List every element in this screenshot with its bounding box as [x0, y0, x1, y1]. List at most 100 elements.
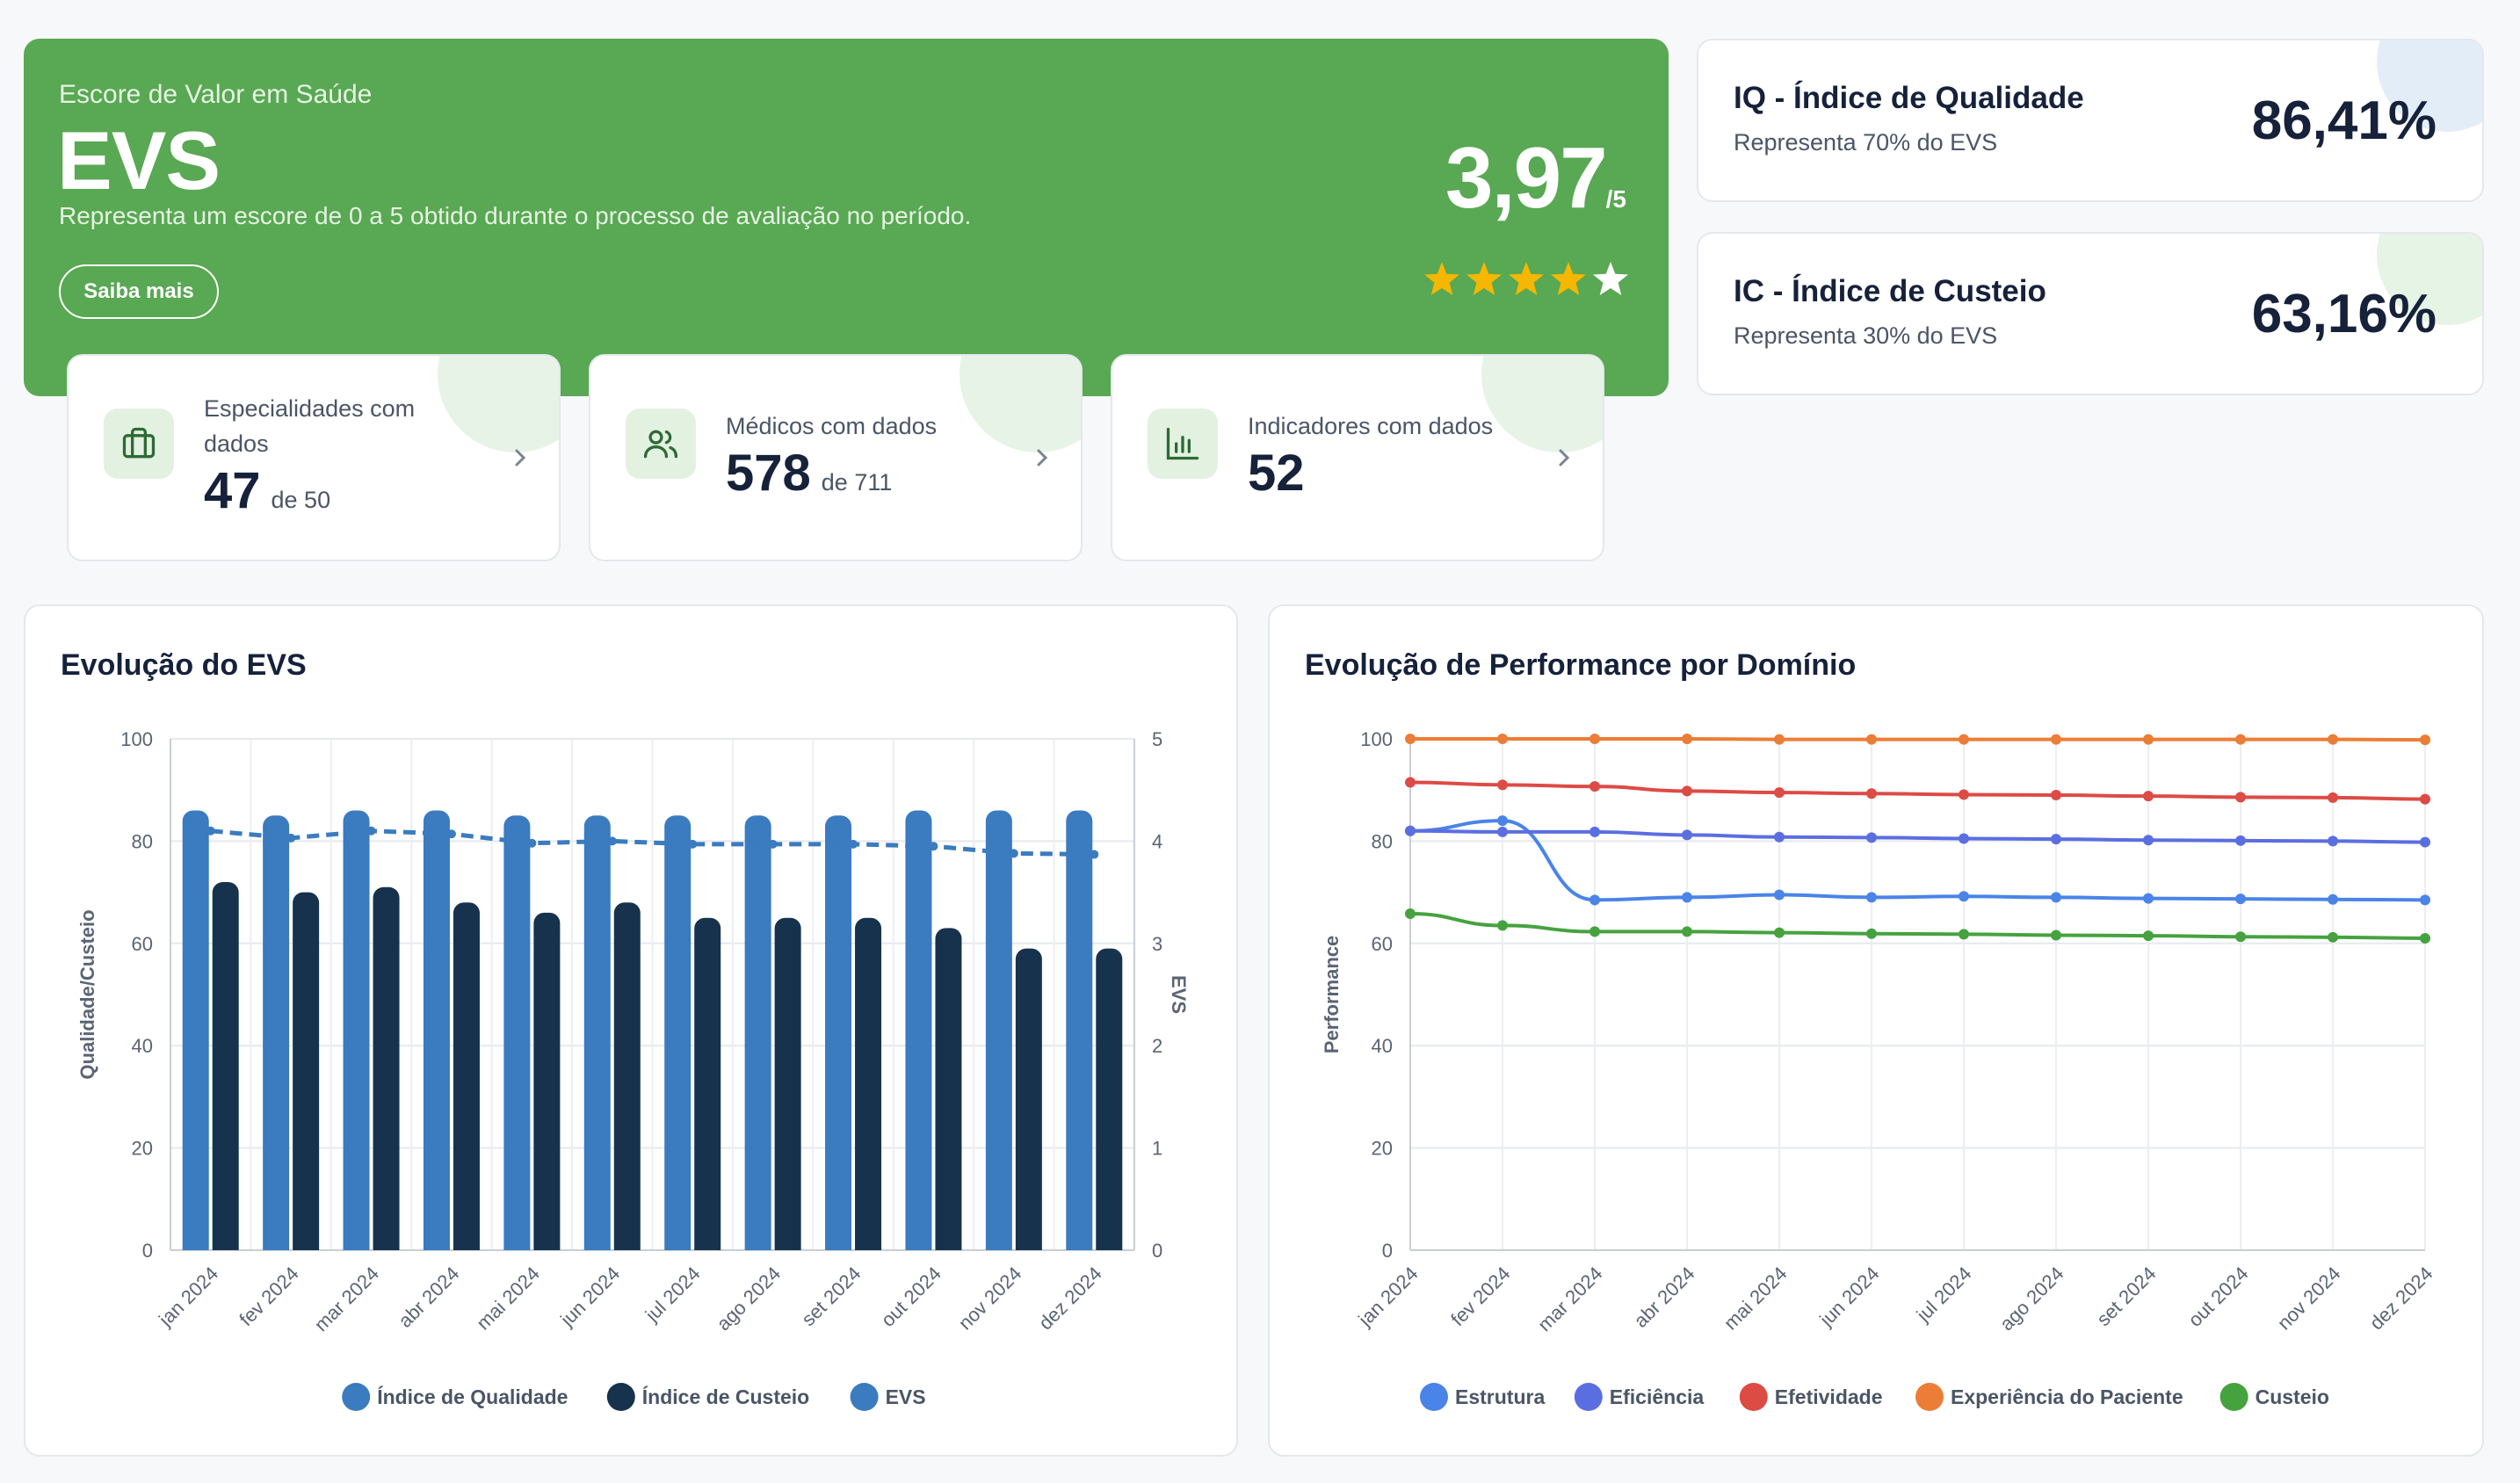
star-icon	[1424, 262, 1459, 295]
series-point	[1959, 734, 1969, 745]
series-point	[2328, 893, 2338, 905]
bar	[212, 881, 239, 1250]
series-point	[1866, 892, 1877, 903]
x-tick-label: jan 2024	[1353, 1262, 1422, 1331]
legend-swatch	[1739, 1383, 1768, 1411]
evs-chart-card: Evolução do EVS 0 20 40 60 80 100 0 1 2 3 4 5 Qualid…	[24, 604, 1238, 1457]
series-line	[1410, 737, 2426, 742]
x-tick-label: jun 2024	[1814, 1262, 1883, 1331]
series-point	[2420, 932, 2430, 944]
series-point	[1497, 734, 1508, 744]
x-tick-label: dez 2024	[2365, 1262, 2437, 1335]
legend: Índice de Qualidade Índice de Custeio EVS	[342, 1383, 926, 1411]
index-value: 63,16%	[2251, 284, 2437, 344]
x-tick-label: abr 2024	[1629, 1262, 1698, 1332]
legend-label: Eficiência	[1610, 1385, 1705, 1408]
index-value: 86,41%	[2251, 90, 2437, 151]
index-subtitle: Representa 30% do EVS	[1734, 322, 1998, 349]
legend-swatch	[1915, 1383, 1944, 1411]
hero-eyebrow: Escore de Valor em Saúde	[59, 80, 373, 109]
series-point	[2328, 792, 2338, 803]
decorative-circle	[959, 356, 1081, 452]
y2-tick-label: 2	[1152, 1035, 1162, 1057]
series-line	[1409, 819, 2426, 902]
series-point	[1589, 734, 1600, 744]
x-tick-label: out 2024	[2183, 1262, 2252, 1331]
bar	[1015, 948, 1042, 1250]
series-point	[2051, 930, 2061, 941]
series-point	[1497, 920, 1508, 931]
series-point	[2235, 931, 2246, 943]
bar	[533, 912, 561, 1250]
evs-point	[527, 838, 537, 848]
series-point	[2328, 734, 2338, 745]
star-rating	[1423, 260, 1630, 299]
bar	[825, 815, 852, 1250]
y2-tick-label: 4	[1152, 830, 1162, 852]
series-point	[2051, 790, 2061, 801]
legend-label: Índice de Custeio	[642, 1385, 809, 1408]
evs-hero-card: Escore de Valor em Saúde EVS Representa …	[24, 39, 1669, 396]
legend-label: Efetividade	[1775, 1385, 1883, 1408]
x-tick-label: set 2024	[2092, 1262, 2160, 1330]
series-point	[1497, 779, 1508, 791]
bar	[985, 810, 1012, 1250]
y-tick-label: 0	[142, 1240, 153, 1262]
y2-tick-label: 3	[1152, 933, 1162, 955]
performance-chart: 0 20 40 60 80 100 Performance jan 2024 fev 2024 m…	[1321, 728, 2437, 1411]
index-card-custeio: IC - Índice de Custeio Representa 30% do…	[1697, 232, 2484, 395]
performance-chart-title: Evolução de Performance por Domínio	[1305, 648, 1857, 682]
stat-card-indicadores[interactable]: Indicadores com dados 52	[1111, 354, 1604, 561]
series-point	[1866, 734, 1877, 745]
evs-point	[1009, 849, 1018, 858]
series-point	[1497, 826, 1508, 837]
series-point	[2143, 893, 2154, 904]
index-title: IQ - Índice de Qualidade	[1734, 81, 2084, 115]
bar-chart-icon	[1148, 409, 1218, 479]
y-tick-label: 20	[1372, 1138, 1393, 1160]
y2-tick-label: 1	[1152, 1138, 1162, 1160]
x-tick-label: jan 2024	[154, 1262, 222, 1331]
chevron-right-icon	[515, 449, 526, 467]
stat-card-medicos[interactable]: Médicos com dados 578 de 711	[589, 354, 1083, 561]
series-point	[2051, 892, 2061, 903]
x-tick-label: ago 2024	[713, 1262, 786, 1335]
stat-card-especialidades[interactable]: Especialidades com dados 47 de 50	[67, 354, 561, 561]
bar	[263, 815, 290, 1250]
x-tick-label: fev 2024	[1446, 1262, 1514, 1330]
x-tick-label: jul 2024	[641, 1262, 705, 1327]
legend-swatch	[342, 1383, 371, 1411]
stat-label: Especialidades com dados	[204, 395, 416, 457]
y-axis-title: Performance	[1321, 936, 1343, 1054]
y2-tick-label: 0	[1152, 1240, 1162, 1262]
legend-swatch	[606, 1383, 635, 1411]
x-tick-label: out 2024	[877, 1262, 945, 1331]
hero-title: EVS	[57, 114, 221, 206]
x-tick-label: mai 2024	[1720, 1262, 1792, 1335]
saiba-mais-button[interactable]: Saiba mais	[59, 264, 219, 319]
series-point	[2235, 893, 2246, 905]
bar	[774, 917, 801, 1250]
series-point	[1774, 734, 1785, 745]
series-point	[1866, 832, 1877, 843]
y-tick-label: 60	[132, 933, 153, 955]
series-point	[2143, 791, 2154, 802]
series-point	[1959, 789, 1969, 800]
x-tick-label: mai 2024	[472, 1262, 544, 1335]
stat-label: Indicadores com dados	[1248, 413, 1494, 439]
series-point	[1959, 929, 1969, 940]
legend-label: Índice de Qualidade	[377, 1385, 568, 1408]
series-point	[1589, 826, 1600, 837]
chevron-right-icon	[1037, 449, 1048, 467]
series-point	[1405, 825, 1416, 836]
y-tick-label: 0	[1382, 1240, 1393, 1262]
legend-swatch	[1574, 1383, 1603, 1411]
series-point	[2235, 835, 2246, 846]
series-point	[1682, 734, 1692, 744]
evs-score-value: 3,97	[1445, 129, 1608, 226]
y-tick-label: 100	[120, 728, 153, 750]
bar	[613, 902, 641, 1250]
evs-line	[210, 828, 1095, 857]
series-point	[1405, 777, 1416, 788]
x-tick-label: fev 2024	[235, 1262, 302, 1330]
